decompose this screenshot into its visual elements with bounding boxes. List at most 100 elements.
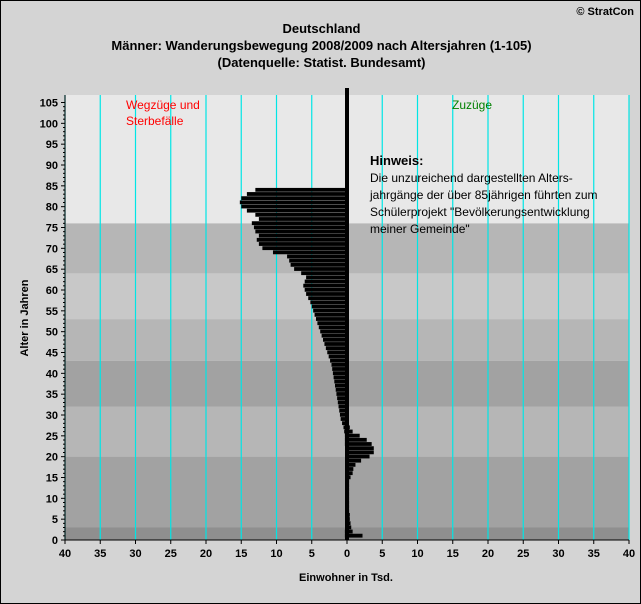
bar (306, 275, 347, 280)
bar (241, 196, 347, 201)
x-tick-label: 15 (235, 548, 247, 560)
bar (337, 400, 347, 405)
y-tick-label: 75 (46, 223, 58, 235)
bar (340, 417, 347, 421)
y-tick-label: 10 (46, 493, 58, 505)
x-tick-label: 25 (517, 548, 529, 560)
x-tick-label: 30 (129, 548, 141, 560)
x-tick-label: 5 (379, 548, 385, 560)
bar (335, 383, 347, 388)
bar (347, 433, 360, 438)
y-axis-label: Alter in Jahren (19, 279, 31, 356)
note-line: Schülerprojekt "Bevölkerungsentwicklung (370, 205, 590, 219)
bar (255, 229, 347, 234)
bar (339, 412, 347, 417)
bar (339, 408, 347, 413)
x-tick-label: 20 (200, 548, 212, 560)
bar (253, 225, 347, 230)
x-tick-label: 30 (552, 548, 564, 560)
bar (258, 217, 347, 221)
bar (347, 533, 363, 538)
y-tick-label: 105 (40, 98, 58, 110)
bar (289, 258, 347, 263)
bar (347, 467, 354, 471)
bar (320, 329, 347, 334)
y-tick-label: 45 (46, 348, 58, 360)
bar (347, 442, 372, 446)
y-tick-label: 25 (46, 431, 58, 443)
bar (334, 379, 347, 384)
bar (294, 267, 347, 271)
bar (246, 208, 347, 213)
bar (321, 333, 347, 338)
bar (251, 221, 347, 226)
bars-group (239, 187, 374, 538)
bar (246, 192, 347, 196)
y-tick-label: 30 (46, 410, 58, 422)
bar (255, 187, 347, 192)
note-line: Die unzureichend dargestellten Alters- (370, 171, 573, 185)
bar (347, 446, 374, 451)
x-tick-label: 20 (482, 548, 494, 560)
bar (347, 437, 367, 442)
x-tick-label: 35 (94, 548, 106, 560)
bar (324, 342, 347, 346)
bar (338, 404, 347, 409)
x-tick-label: 40 (623, 548, 635, 560)
bar (272, 250, 347, 255)
note-title: Hinweis: (370, 153, 423, 168)
bar (256, 237, 347, 242)
bar (347, 471, 353, 476)
bar (317, 321, 347, 326)
bar (306, 292, 347, 296)
copyright-label: © StratCon (576, 6, 634, 18)
bar (290, 262, 347, 267)
left-side-label: Sterbefälle (126, 114, 184, 128)
bar (347, 529, 353, 534)
bar (335, 387, 347, 392)
bar (337, 396, 347, 401)
chart-title-line3: (Datenquelle: Statist. Bundesamt) (217, 55, 426, 70)
annotations-group: Wegzüge und Sterbefälle Zuzüge Hinweis: Die … (126, 98, 597, 236)
bar (330, 358, 347, 363)
y-tick-label: 60 (46, 285, 58, 297)
y-tick-label: 95 (46, 139, 58, 151)
right-side-label: Zuzüge (452, 98, 492, 112)
bar (323, 337, 347, 342)
bar (287, 254, 347, 259)
bar (308, 296, 347, 301)
x-tick-label: 40 (59, 548, 71, 560)
x-tick-label: 25 (165, 548, 177, 560)
bar (239, 200, 347, 205)
bar (313, 308, 347, 313)
chart-title-line1: Deutschland (282, 21, 361, 36)
y-tick-label: 20 (46, 452, 58, 464)
vertical-gridlines (64, 95, 630, 540)
y-tick-label: 50 (46, 327, 58, 339)
y-tick-label: 65 (46, 264, 58, 276)
x-tick-label: 10 (411, 548, 423, 560)
bar (301, 271, 347, 276)
y-tick-label: 80 (46, 202, 58, 214)
chart-title-line2: Männer: Wanderungsbewegung 2008/2009 nac… (111, 38, 532, 53)
bar (315, 317, 347, 321)
x-tick-label: 5 (309, 548, 315, 560)
bar (325, 346, 347, 351)
bar (241, 204, 347, 209)
bar (310, 300, 347, 305)
x-tick-label: 0 (344, 548, 350, 560)
y-tick-label: 55 (46, 306, 58, 318)
x-axis-label: Einwohner in Tsd. (299, 572, 393, 584)
note-line: meiner Gemeinde" (370, 222, 470, 236)
bar (347, 458, 362, 463)
bar (347, 525, 352, 530)
x-tick-label: 15 (447, 548, 459, 560)
bar (258, 242, 347, 246)
bar (262, 246, 347, 251)
y-tick-label: 35 (46, 389, 58, 401)
bar (304, 287, 347, 292)
bar (328, 354, 347, 359)
bar (332, 367, 347, 371)
bar (347, 429, 353, 434)
y-tick-label: 15 (46, 473, 58, 485)
